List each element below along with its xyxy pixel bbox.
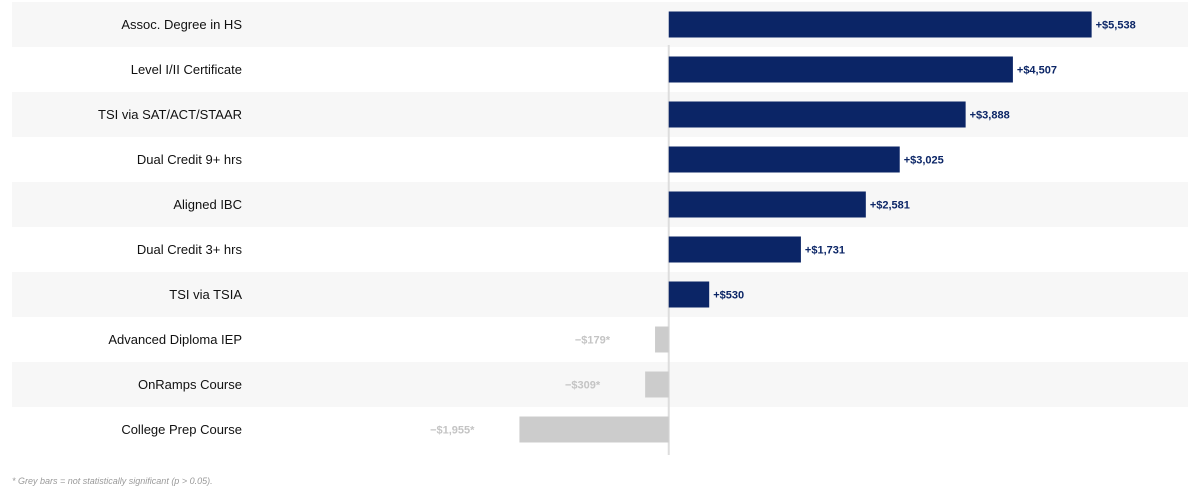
bar	[655, 326, 669, 353]
category-label: Level I/II Certificate	[131, 62, 242, 77]
row-band	[12, 182, 1188, 227]
row-band	[12, 92, 1188, 137]
value-label: −$1,955*	[430, 425, 475, 437]
category-label: Dual Credit 9+ hrs	[137, 152, 243, 167]
category-label: Assoc. Degree in HS	[121, 17, 242, 32]
bar	[645, 371, 669, 398]
category-label: Advanced Diploma IEP	[108, 332, 242, 347]
value-label: +$3,025	[904, 155, 944, 167]
category-label: College Prep Course	[121, 422, 242, 437]
category-labels: Assoc. Degree in HS Level I/II Certificat…	[98, 17, 242, 437]
value-label: −$179*	[575, 335, 611, 347]
category-label: Dual Credit 3+ hrs	[137, 242, 243, 257]
value-label: +$1,731	[805, 245, 845, 257]
value-label: +$5,538	[1096, 20, 1136, 32]
value-label: +$530	[713, 290, 744, 302]
value-label: −$309*	[565, 380, 601, 392]
bar	[668, 11, 1092, 38]
bar-chart: +$5,538 +$4,507 +$3,888 +$3,025 +$2,581 +$1,7…	[12, 2, 1188, 455]
row-bands	[12, 2, 1188, 407]
row-band	[12, 362, 1188, 407]
bar	[668, 146, 900, 173]
bar	[668, 56, 1013, 83]
bar	[668, 236, 801, 263]
category-label: Aligned IBC	[173, 197, 242, 212]
row-band	[12, 272, 1188, 317]
value-labels: +$5,538 +$4,507 +$3,888 +$3,025 +$2,581 +$1,7…	[430, 20, 1136, 437]
category-label: TSI via TSIA	[169, 287, 242, 302]
value-label: +$2,581	[870, 200, 910, 212]
value-label: +$4,507	[1017, 65, 1057, 77]
category-label: OnRamps Course	[138, 377, 242, 392]
footnote: * Grey bars = not statistically signific…	[12, 476, 213, 486]
bar	[668, 101, 966, 128]
bar	[668, 191, 866, 218]
bars	[519, 11, 1092, 443]
bar	[668, 281, 710, 308]
bar	[519, 416, 669, 443]
category-label: TSI via SAT/ACT/STAAR	[98, 107, 242, 122]
value-label: +$3,888	[970, 110, 1010, 122]
